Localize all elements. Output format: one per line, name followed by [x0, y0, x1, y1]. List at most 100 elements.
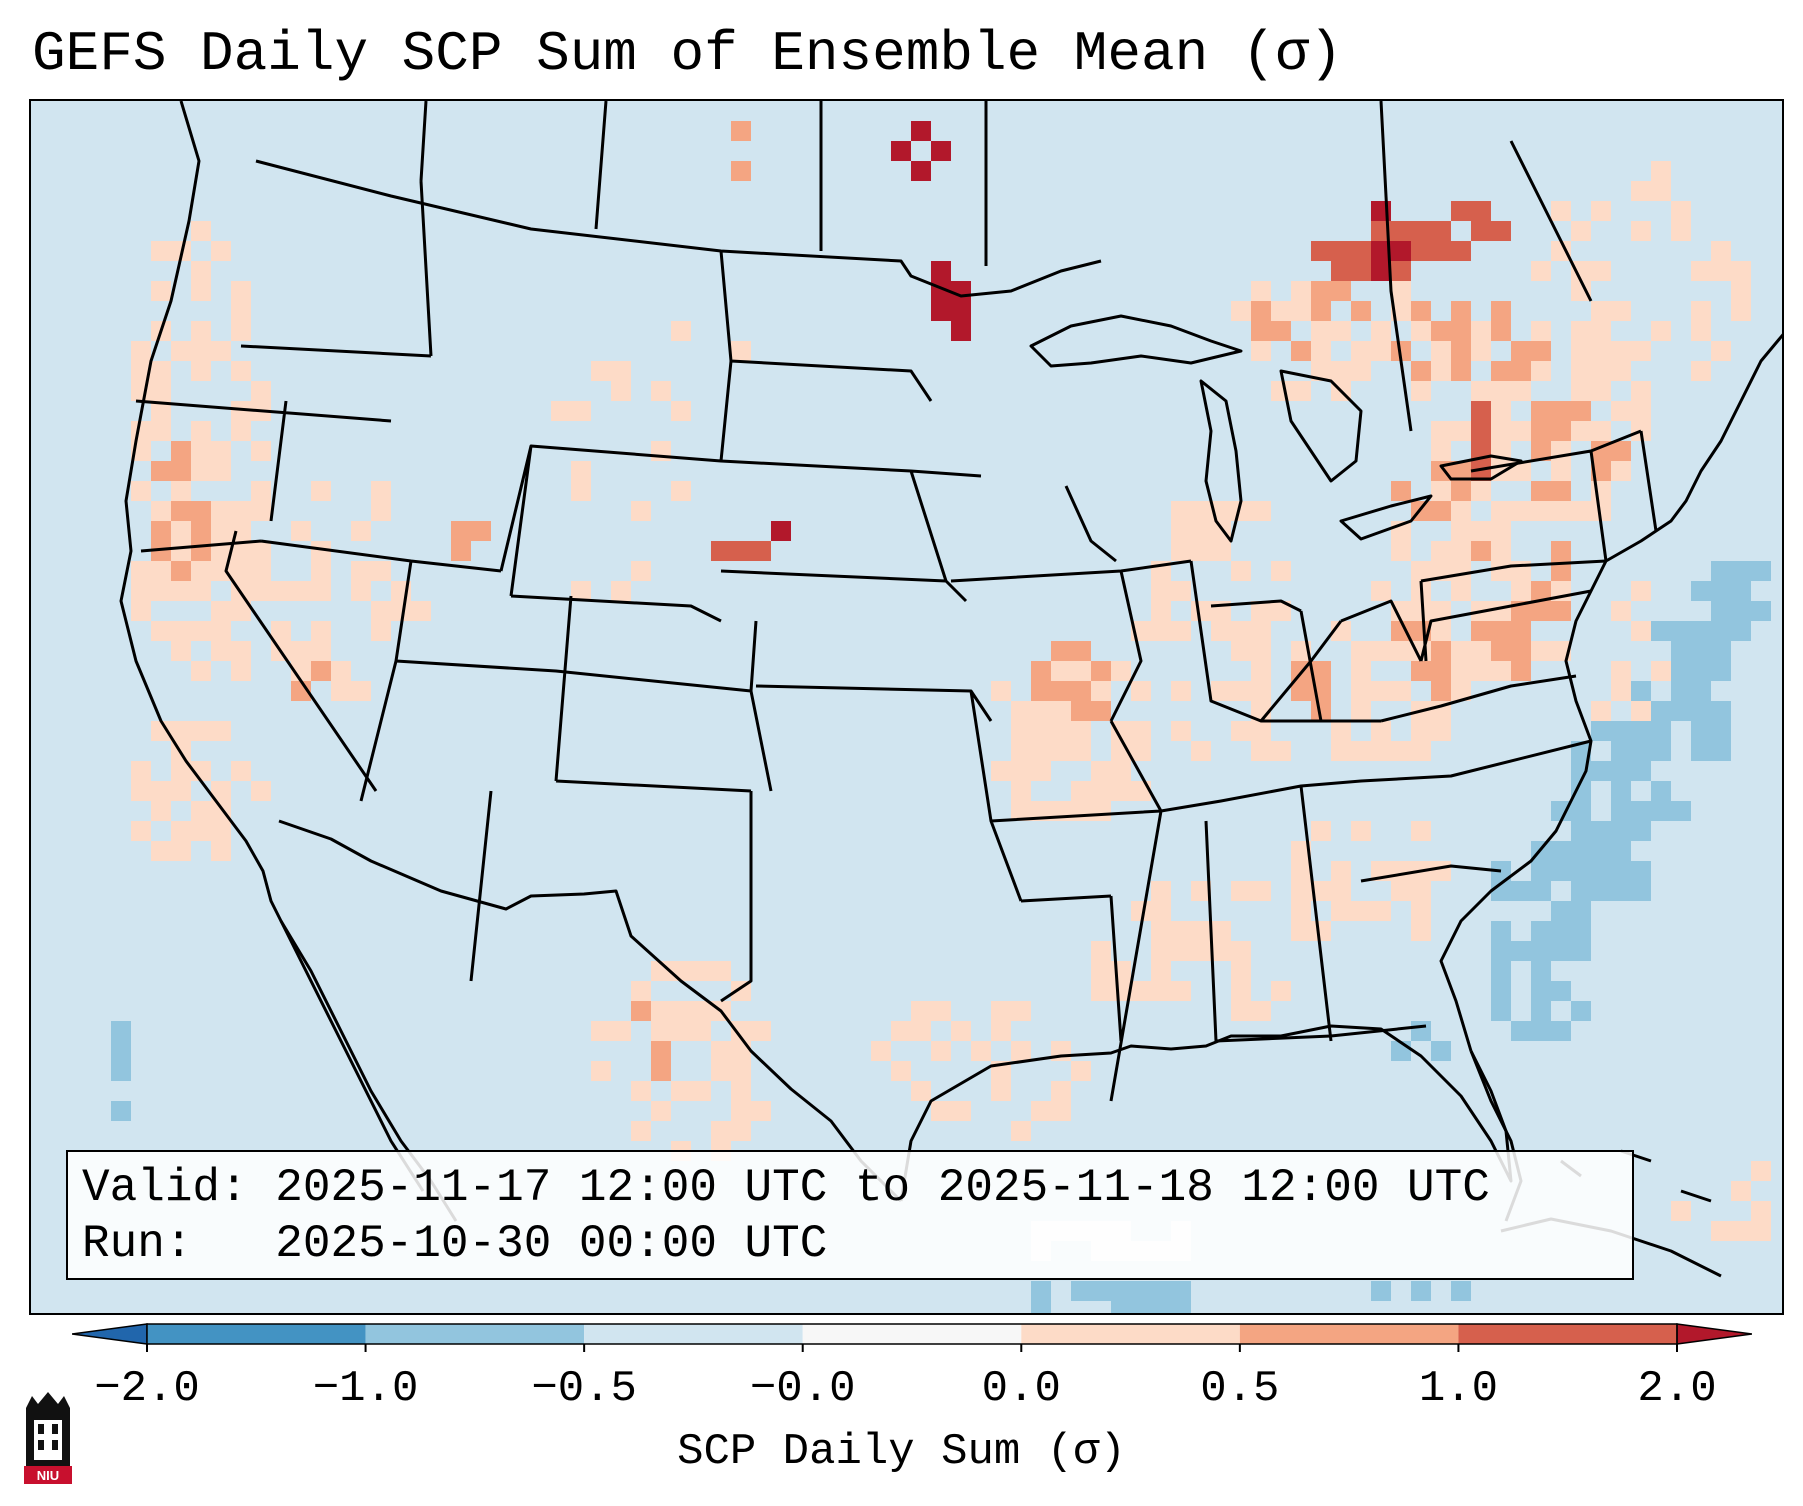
anomaly-cell: [1371, 681, 1391, 701]
anomaly-cell: [1451, 1281, 1471, 1301]
anomaly-cell: [151, 401, 171, 421]
anomaly-cell: [1751, 601, 1771, 621]
colorbar-tick-label: 0.5: [1200, 1364, 1280, 1414]
anomaly-cell: [291, 521, 311, 541]
anomaly-cell: [1591, 201, 1611, 221]
anomaly-cell: [151, 381, 171, 401]
colorbar-segment: [1458, 1324, 1677, 1344]
anomaly-cell: [1271, 561, 1291, 581]
anomaly-cell: [1091, 761, 1111, 781]
anomaly-cell: [1171, 1301, 1191, 1313]
anomaly-cell: [1671, 1201, 1691, 1221]
anomaly-cell: [1451, 541, 1471, 561]
anomaly-cell: [1551, 201, 1571, 221]
lake-erie: [1339, 494, 1433, 541]
anomaly-cell: [1651, 721, 1671, 741]
anomaly-cell: [1071, 721, 1091, 741]
anomaly-cell: [1051, 721, 1071, 741]
anomaly-cell: [131, 481, 151, 501]
anomaly-cell: [1451, 321, 1471, 341]
anomaly-cell: [1011, 721, 1031, 741]
anomaly-cell: [1691, 301, 1711, 321]
anomaly-cell: [1551, 921, 1571, 941]
anomaly-cell: [251, 381, 271, 401]
anomaly-cell: [1291, 901, 1311, 921]
anomaly-cell: [1451, 661, 1471, 681]
anomaly-cell: [1371, 321, 1391, 341]
anomaly-cell: [171, 541, 191, 561]
anomaly-cell: [171, 521, 191, 541]
anomaly-cell: [1731, 281, 1751, 301]
anomaly-cell: [1611, 841, 1631, 861]
anomaly-cell: [671, 1001, 691, 1021]
anomaly-cell: [1191, 601, 1211, 621]
anomaly-cell: [1451, 421, 1471, 441]
anomaly-cell: [911, 161, 931, 181]
anomaly-cell: [1311, 301, 1331, 321]
anomaly-cell: [1411, 241, 1431, 261]
anomaly-cell: [1091, 781, 1111, 801]
anomaly-cell: [571, 481, 591, 501]
anomaly-cell: [1531, 501, 1551, 521]
anomaly-cell: [1391, 221, 1411, 241]
anomaly-cell: [1491, 421, 1511, 441]
anomaly-cell: [1031, 1281, 1051, 1301]
anomaly-cell: [1651, 781, 1671, 801]
anomaly-cell: [231, 761, 251, 781]
anomaly-cell: [371, 561, 391, 581]
anomaly-cell: [1571, 781, 1591, 801]
anomaly-cell: [1611, 361, 1631, 381]
anomaly-cell: [1451, 641, 1471, 661]
anomaly-cell: [1571, 341, 1591, 361]
anomaly-cell: [1711, 1221, 1731, 1241]
valid-label: Valid:: [82, 1162, 248, 1214]
anomaly-cell: [871, 1041, 891, 1061]
anomaly-cell: [1351, 661, 1371, 681]
anomaly-cell: [231, 321, 251, 341]
anomaly-cell: [131, 581, 151, 601]
anomaly-cell: [1551, 461, 1571, 481]
anomaly-cell: [1611, 761, 1631, 781]
anomaly-cell: [1531, 401, 1551, 421]
anomaly-cell: [1571, 321, 1591, 341]
anomaly-cell: [1611, 861, 1631, 881]
anomaly-cell: [1711, 581, 1731, 601]
anomaly-cell: [1231, 941, 1251, 961]
colorbar-segment: [1239, 1324, 1459, 1344]
anomaly-cell: [911, 121, 931, 141]
anomaly-cell: [1171, 1281, 1191, 1301]
anomaly-cell: [691, 1081, 711, 1101]
anomaly-cell: [1611, 741, 1631, 761]
anomaly-cell: [1151, 581, 1171, 601]
colorbar-tick-label: −0.5: [531, 1364, 637, 1414]
anomaly-cell: [1511, 581, 1531, 601]
anomaly-cell: [1631, 401, 1651, 421]
anomaly-cell: [1071, 641, 1091, 661]
anomaly-cell: [1151, 881, 1171, 901]
anomaly-cell: [1251, 681, 1271, 701]
anomaly-cell: [211, 521, 231, 541]
anomaly-cell: [1471, 661, 1491, 681]
anomaly-cell: [191, 821, 211, 841]
anomaly-cell: [651, 1101, 671, 1121]
anomaly-cell: [991, 1021, 1011, 1041]
anomaly-cell: [1031, 701, 1051, 721]
anomaly-cell: [731, 541, 751, 561]
anomaly-cell: [1491, 501, 1511, 521]
anomaly-cell: [1411, 901, 1431, 921]
anomaly-cell: [351, 561, 371, 581]
anomaly-cell: [1251, 1001, 1271, 1021]
anomaly-cell: [1171, 721, 1191, 741]
colorbar-label: SCP Daily Sum (σ): [677, 1427, 1126, 1477]
anomaly-cell: [211, 241, 231, 261]
anomaly-cell: [1631, 861, 1651, 881]
anomaly-cell: [1411, 1281, 1431, 1301]
anomaly-cell: [1471, 481, 1491, 501]
anomaly-cell: [691, 1001, 711, 1021]
anomaly-cell: [1491, 621, 1511, 641]
anomaly-cell: [1231, 301, 1251, 321]
anomaly-cell: [1471, 521, 1491, 541]
anomaly-cell: [1471, 461, 1491, 481]
anomaly-cell: [1071, 661, 1091, 681]
anomaly-cell: [1391, 621, 1411, 641]
